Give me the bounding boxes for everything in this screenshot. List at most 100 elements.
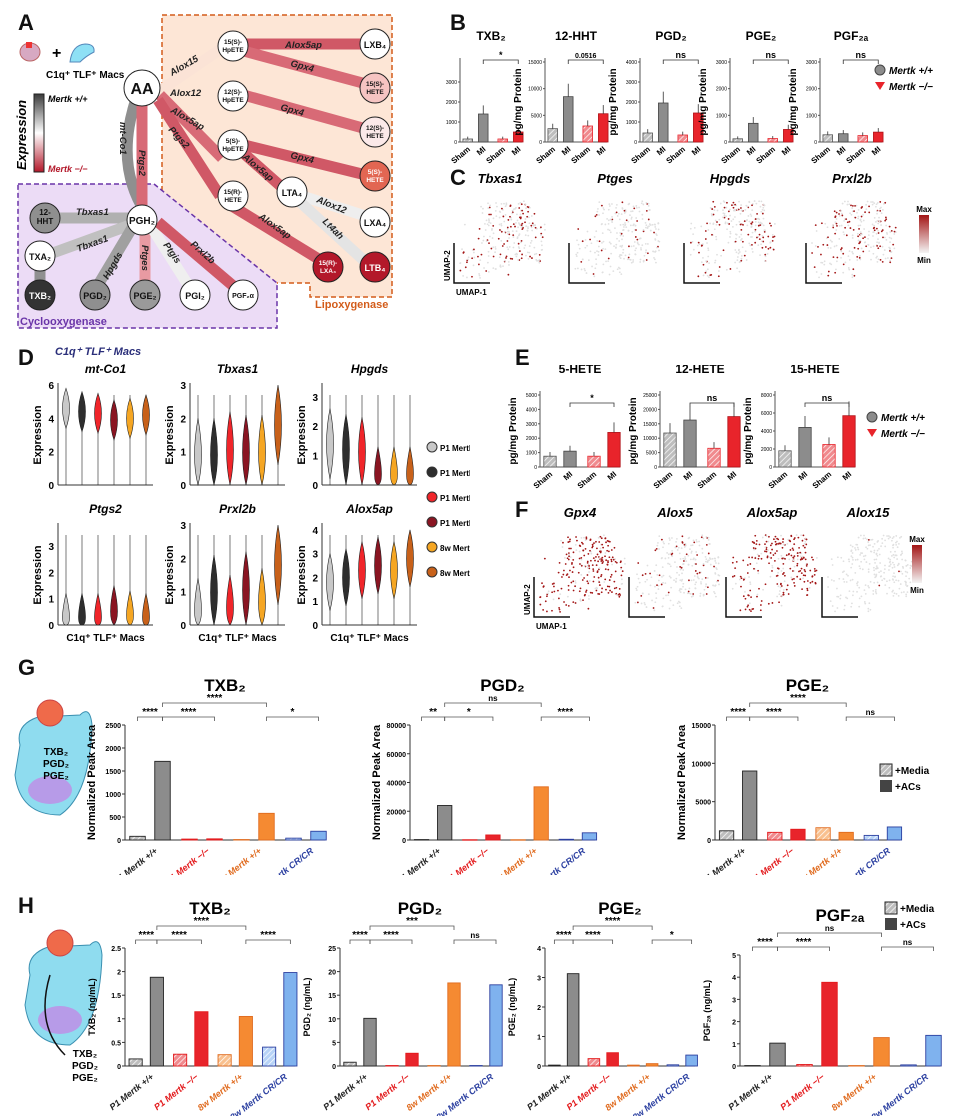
umap-point-high (600, 537, 603, 540)
umap-point-high (888, 225, 891, 228)
umap-point-high (568, 576, 570, 579)
umap-point-low (904, 559, 907, 562)
umap-point-high (524, 221, 526, 224)
umap-point-high (877, 247, 880, 250)
x-group-label: P1 Mertk +/+ (321, 1071, 370, 1112)
umap-point-low (888, 246, 891, 249)
umap-point-high (607, 544, 610, 547)
umap-point-high (604, 578, 607, 581)
umap-point-high (587, 607, 590, 610)
x-tick-label: Sham (576, 470, 598, 491)
umap-point-high (777, 567, 780, 570)
umap-point-low (746, 224, 749, 227)
umap-point-low (603, 581, 606, 583)
node-txb2 (24, 279, 56, 311)
umap-point-low (611, 221, 614, 223)
umap-point-low (503, 220, 506, 223)
umap-point-high (791, 547, 794, 550)
bar-mi-wt (683, 419, 697, 468)
umap-point-low (705, 270, 708, 273)
umap-point-high (801, 588, 803, 591)
umap-point-high (813, 573, 816, 576)
umap-point-low (526, 251, 529, 254)
bar-group2-acs (873, 1037, 890, 1067)
umap-point-high (776, 574, 779, 577)
apoptotic-cell (46, 929, 74, 957)
umap-point-low (608, 273, 611, 276)
umap-point-low (527, 227, 529, 230)
umap-point-high (811, 556, 813, 559)
umap-point-high (618, 587, 621, 590)
y-tick-label: 0 (707, 838, 711, 845)
umap-point-high (787, 593, 790, 595)
umap-point-low (876, 202, 879, 204)
umap-point-low (602, 240, 605, 243)
umap-point-low (856, 582, 858, 585)
umap-point-high (592, 568, 595, 570)
umap-point-low (892, 553, 895, 556)
umap-point-high (890, 229, 893, 232)
umap-point-low (713, 209, 716, 212)
y-tick-label: 8000 (761, 393, 772, 399)
umap-point-high (567, 541, 570, 543)
umap-point-high (514, 225, 516, 228)
umap-point-high (595, 540, 597, 543)
umap-point-high (693, 541, 696, 544)
umap-point-high (611, 556, 614, 559)
umap-point-low (586, 230, 589, 233)
node-label: 15(R)- (224, 189, 242, 196)
umap-point-low (684, 588, 687, 591)
umap-point-high (750, 596, 752, 599)
umap-point-low (706, 242, 708, 244)
bar-group1-media (796, 1063, 813, 1067)
umap-point-low (897, 594, 900, 597)
umap-point-high (526, 206, 529, 208)
umap-point-high (767, 602, 770, 605)
umap-point-low (895, 579, 898, 582)
umap-point-low (676, 549, 679, 551)
umap-point-low (575, 255, 578, 258)
umap-point-high (615, 211, 618, 214)
bar-group1-media (462, 839, 478, 841)
umap-point-high (742, 578, 745, 581)
umap-point-high (787, 553, 790, 556)
umap-point-low (568, 553, 570, 556)
umap-point-low (679, 588, 682, 590)
umap-point-high (518, 216, 521, 219)
umap-point-low (845, 581, 848, 583)
x-group-label: P1 Mertk +/+ (726, 1071, 775, 1112)
umap-point-high (729, 268, 732, 270)
bar-group0-media (744, 1065, 761, 1067)
umap-point-high (879, 258, 882, 261)
y-axis-label: Expression (32, 405, 44, 465)
umap-point-low (746, 205, 749, 208)
umap-point-high (610, 560, 613, 563)
umap-point-low (687, 592, 690, 595)
umap-point-high (793, 585, 796, 587)
umap-point-high (867, 539, 870, 541)
umap-point-low (649, 224, 652, 226)
umap-point-low (520, 241, 522, 244)
umap-point-high (751, 556, 754, 559)
significance-label: ns (765, 50, 776, 60)
umap-point-low (680, 579, 683, 582)
umap-point-high (827, 236, 829, 239)
umap-point-low (596, 239, 599, 242)
umap-point-low (748, 576, 750, 578)
umap-point-high (644, 573, 647, 575)
violin-shape (258, 414, 266, 486)
umap-point-low (865, 561, 868, 563)
umap-point-low (814, 245, 817, 247)
x-tick-label: MI (655, 145, 668, 158)
umap-point-low (478, 274, 481, 277)
umap-point-low (843, 220, 846, 222)
umap-point-low (834, 610, 836, 613)
y-tick-label: 3000 (626, 80, 637, 86)
umap-point-low (755, 562, 758, 565)
violin-shape (326, 553, 334, 611)
umap-point-low (462, 275, 465, 277)
umap-point-low (594, 267, 597, 270)
umap-point-high (783, 574, 786, 577)
umap-point-low (744, 250, 747, 253)
umap-point-low (655, 564, 658, 567)
